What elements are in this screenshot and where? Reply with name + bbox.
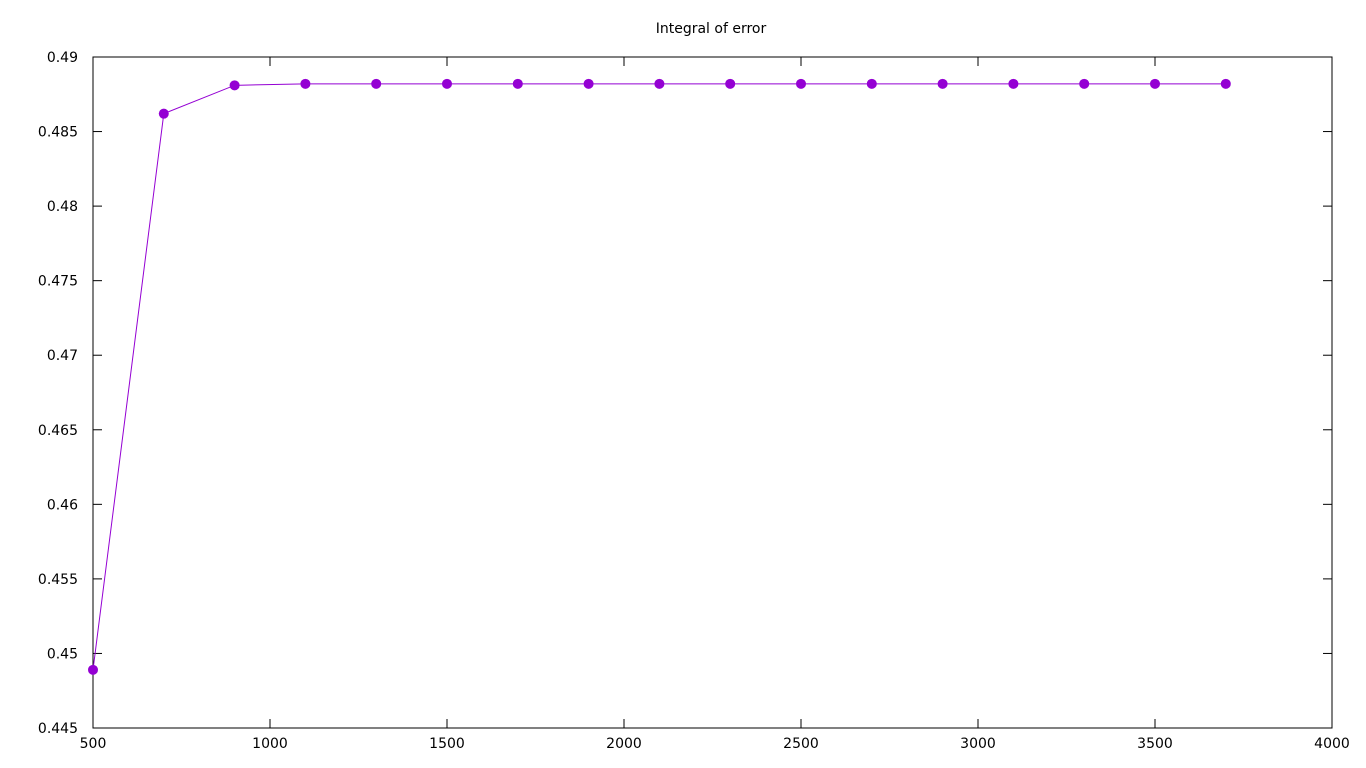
x-tick-label: 4000 — [1314, 736, 1350, 752]
chart-title: Integral of error — [656, 21, 767, 37]
y-tick-label: 0.45 — [47, 646, 78, 662]
data-point — [1079, 78, 1090, 89]
y-tick-label: 0.49 — [47, 50, 78, 66]
data-point — [796, 78, 806, 89]
data-point — [583, 78, 594, 89]
data-point — [300, 78, 311, 89]
x-tick-label: 2000 — [606, 736, 642, 752]
data-point — [371, 78, 382, 89]
y-tick-label: 0.47 — [47, 348, 78, 364]
y-tick-label: 0.465 — [38, 423, 78, 439]
x-axis: 500 1000 1500 2000 2500 3000 3500 4000 — [80, 57, 1350, 752]
data-point — [512, 78, 523, 89]
data-point — [1220, 78, 1231, 89]
data-point — [88, 664, 98, 675]
data-point — [229, 80, 240, 91]
data-point — [866, 78, 877, 89]
y-tick-label: 0.445 — [38, 721, 78, 737]
x-tick-label: 1000 — [252, 736, 288, 752]
data-point — [654, 78, 665, 89]
y-axis: 0.445 0.45 0.455 0.46 0.465 0.47 0.475 0.48 0.48… — [38, 50, 1332, 737]
y-tick-label: 0.455 — [38, 572, 78, 588]
y-tick-label: 0.485 — [38, 125, 78, 141]
y-tick-label: 0.475 — [38, 274, 78, 290]
data-point — [158, 108, 169, 119]
data-point — [937, 78, 948, 89]
data-point — [1008, 78, 1019, 89]
data-point — [725, 78, 736, 89]
data-point — [442, 78, 452, 89]
y-tick-label: 0.48 — [47, 199, 78, 215]
data-point — [1150, 78, 1160, 89]
x-tick-label: 3000 — [960, 736, 996, 752]
series-layer — [88, 78, 1231, 675]
x-tick-label: 3500 — [1137, 736, 1173, 752]
x-tick-label: 500 — [80, 736, 107, 752]
x-tick-label: 1500 — [429, 736, 465, 752]
series-line — [92, 83, 1226, 670]
x-tick-label: 2500 — [783, 736, 819, 752]
plot-area-frame — [92, 56, 1333, 729]
y-tick-label: 0.46 — [47, 497, 78, 513]
